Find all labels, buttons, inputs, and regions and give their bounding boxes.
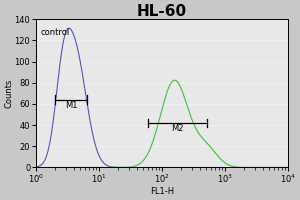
Text: M1: M1 [65, 101, 77, 110]
Text: M2: M2 [171, 124, 184, 133]
Text: control: control [41, 28, 70, 37]
X-axis label: FL1-H: FL1-H [150, 187, 174, 196]
Title: HL-60: HL-60 [137, 4, 187, 19]
Y-axis label: Counts: Counts [4, 79, 13, 108]
